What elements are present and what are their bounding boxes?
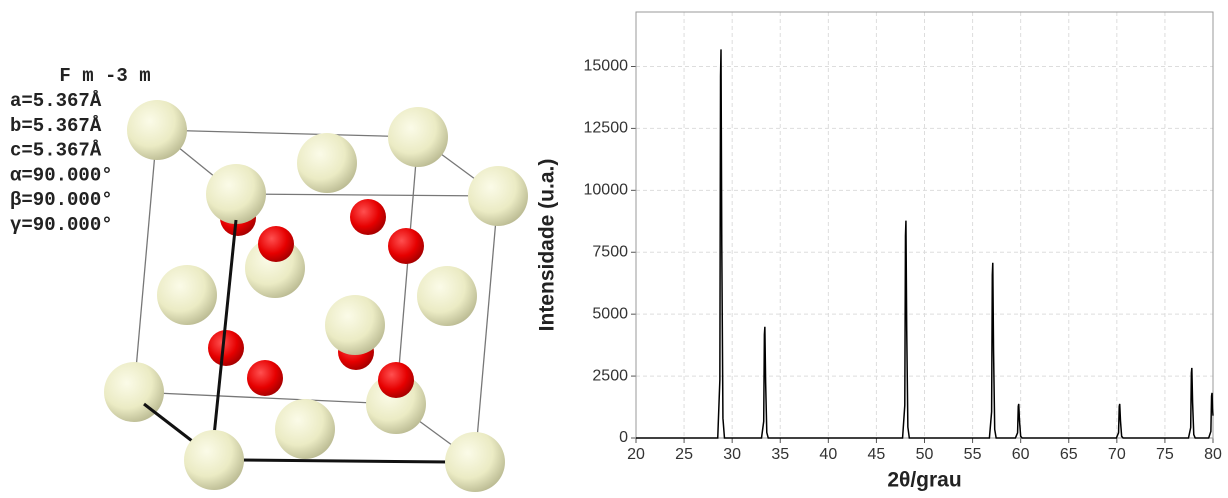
anions xyxy=(208,226,414,398)
x-tick-label: 40 xyxy=(819,446,837,463)
lattice-parameter: c=5.367Å xyxy=(10,140,102,162)
crystal: F m -3 m a=5.367Å b=5.367Å c=5.367Åα=90.00… xyxy=(10,65,528,492)
lattice-parameter: b=5.367Å xyxy=(10,115,102,137)
x-tick-label: 75 xyxy=(1156,446,1174,463)
x-tick-label: 20 xyxy=(627,446,645,463)
x-tick-label: 45 xyxy=(868,446,886,463)
y-tick-label: 2500 xyxy=(592,367,628,384)
cations-front xyxy=(184,430,505,492)
y-tick-label: 15000 xyxy=(584,58,629,75)
y-tick-label: 7500 xyxy=(592,243,628,260)
lattice-parameter: β=90.000° xyxy=(10,189,113,211)
y-tick-label: 10000 xyxy=(584,182,629,199)
x-tick-label: 25 xyxy=(675,446,693,463)
x-tick-label: 35 xyxy=(771,446,789,463)
lattice-parameter: γ=90.000° xyxy=(10,214,113,236)
y-tick-label: 12500 xyxy=(584,120,629,137)
y-axis-label: Intensidade (u.a.) xyxy=(536,159,559,332)
x-tick-label: 60 xyxy=(1012,446,1030,463)
space-group: F m -3 m xyxy=(59,65,150,87)
x-tick-label: 70 xyxy=(1108,446,1126,463)
x-tick-label: 80 xyxy=(1204,446,1222,463)
chart: 20 25 30 35 40 45 50 55 60 65 70 75 80 0 2500 5000 7500 1… xyxy=(536,11,1222,492)
x-tick-label: 30 xyxy=(723,446,741,463)
x-tick-label: 50 xyxy=(916,446,934,463)
lattice-parameter: α=90.000° xyxy=(10,164,113,186)
x-axis-label: 2θ/grau xyxy=(887,469,961,492)
y-tick-label: 0 xyxy=(619,429,628,446)
x-tick-label: 55 xyxy=(964,446,982,463)
lattice-parameter: a=5.367Å xyxy=(10,90,102,112)
cations xyxy=(127,100,528,326)
axes-edges xyxy=(143,219,451,464)
y-tick-label: 5000 xyxy=(592,305,628,322)
pattern-line xyxy=(636,49,1214,439)
x-tick-label: 65 xyxy=(1060,446,1078,463)
cell-edges xyxy=(133,129,499,463)
